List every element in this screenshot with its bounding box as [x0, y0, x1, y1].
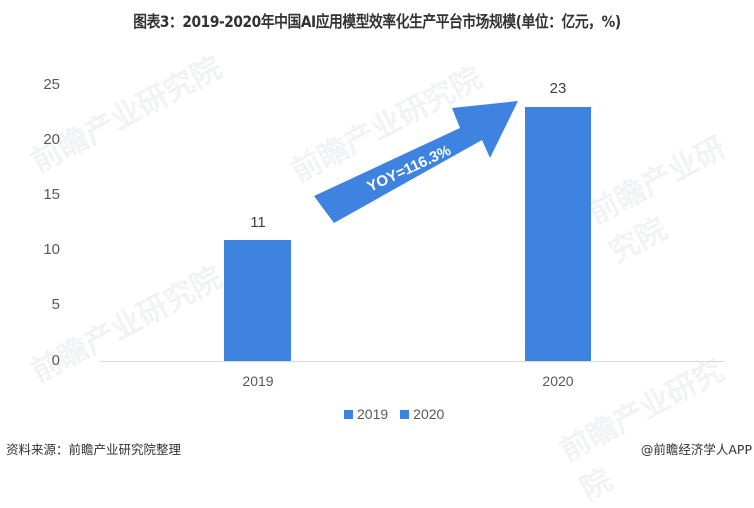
y-tick-25: 25: [43, 76, 60, 93]
bar-value-label-2019: 11: [250, 214, 266, 231]
y-tick-15: 15: [43, 186, 60, 203]
watermark: 前瞻产业研究院: [554, 353, 730, 508]
watermark: 前瞻产业研究院: [25, 260, 228, 390]
legend-item-2019: 2019: [344, 406, 388, 422]
y-tick-5: 5: [51, 296, 60, 313]
legend-item-2020: 2020: [400, 406, 444, 422]
x-axis-line: [100, 361, 725, 362]
legend-swatch-icon: [400, 409, 410, 419]
watermark: 前瞻产业研究院: [582, 130, 732, 271]
watermark: 前瞻产业研究院: [25, 50, 228, 180]
x-tick-2020: 2020: [542, 373, 574, 389]
legend-swatch-icon: [344, 409, 353, 419]
growth-arrow-icon: YOY=116.3%: [314, 101, 518, 223]
credit-note: @前瞻经济学人APP: [640, 442, 752, 457]
y-tick-0: 0: [51, 352, 60, 369]
bar-2019: [224, 240, 291, 361]
y-tick-10: 10: [43, 241, 60, 258]
legend-label: 2020: [413, 406, 445, 422]
source-note: 资料来源：前瞻产业研究院整理: [6, 442, 182, 457]
x-tick-2019: 2019: [242, 373, 274, 389]
legend-label: 2019: [357, 406, 389, 422]
legend: 2019 2020: [344, 406, 456, 422]
chart-title: 图表3：2019-2020年中国AI应用模型效率化生产平台市场规模(单位：亿元，…: [133, 12, 621, 31]
bar-2020: [525, 107, 591, 361]
y-tick-20: 20: [43, 131, 60, 148]
bar-value-label-2020: 23: [549, 80, 567, 97]
